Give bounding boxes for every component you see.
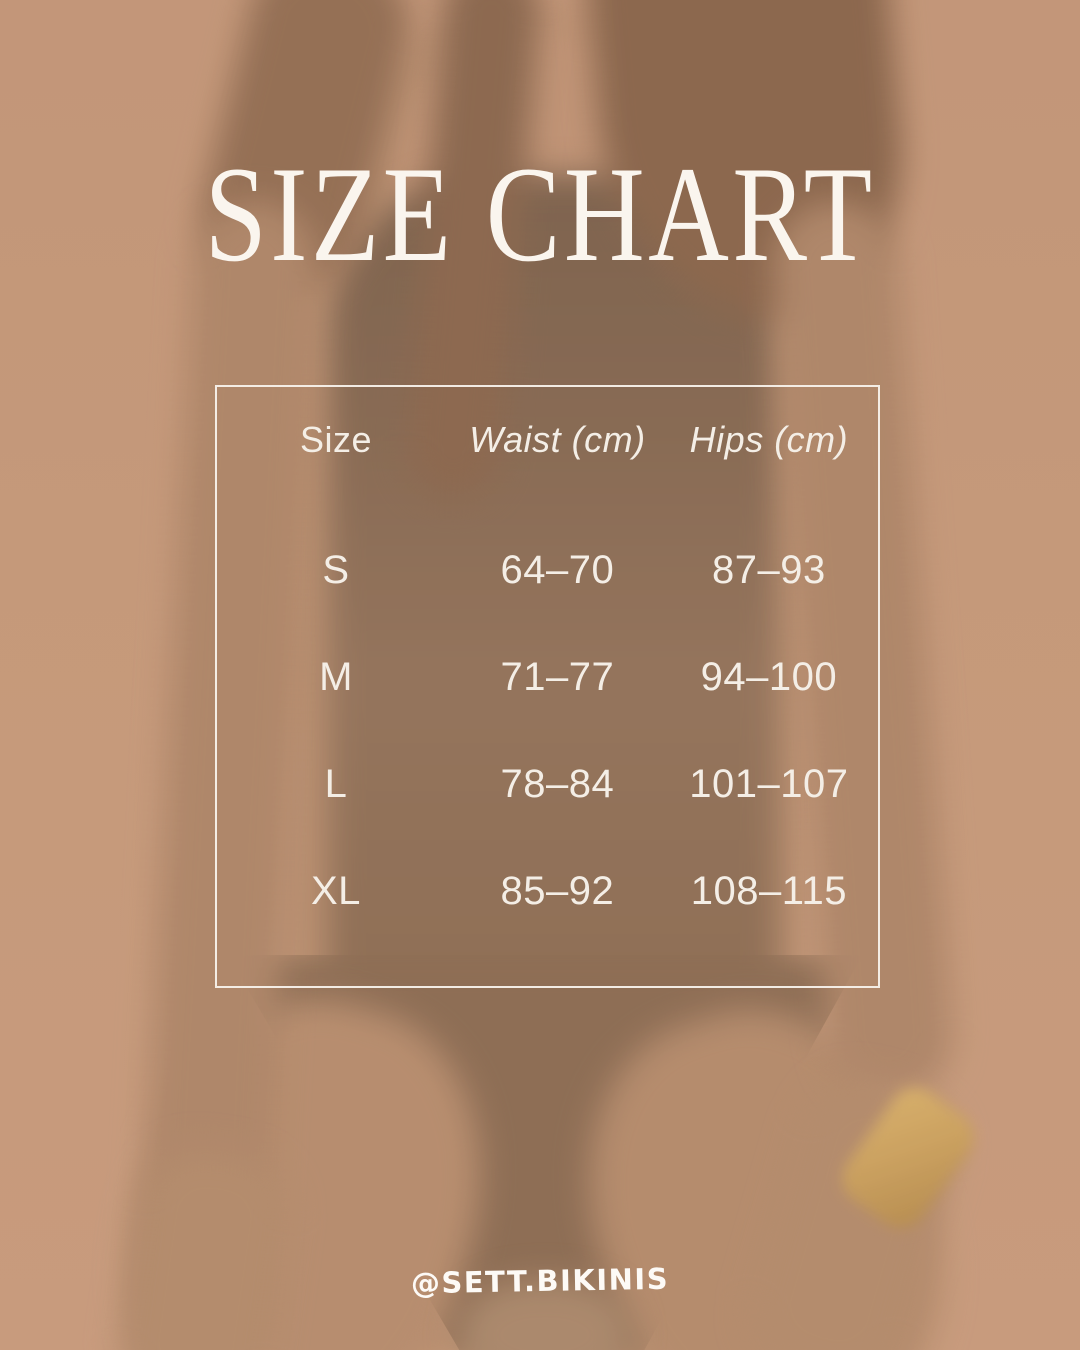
table-row-m-size: M bbox=[319, 655, 353, 699]
column-header-hips: Hips (cm) bbox=[689, 419, 849, 460]
column-header-waist: Waist (cm) bbox=[469, 419, 646, 460]
table-row-l-size: L bbox=[324, 762, 348, 806]
table-row-l-hips: 101–107 bbox=[689, 762, 849, 806]
table-row-l-waist: 78–84 bbox=[500, 762, 615, 806]
swimsuit-torso-shape bbox=[328, 175, 778, 1015]
table-row-xl-hips: 108–115 bbox=[690, 869, 848, 913]
table-row-m-hips: 94–100 bbox=[700, 655, 838, 699]
table-row-s-hips: 87–93 bbox=[712, 548, 826, 592]
table-row-s-size: S bbox=[322, 548, 350, 592]
swimsuit-bottom-shape bbox=[460, 1280, 630, 1350]
table-row-m-waist: 71–77 bbox=[500, 655, 615, 699]
table-row-xl-size: XL bbox=[311, 869, 361, 913]
page-title: SIZE CHART bbox=[204, 139, 876, 291]
column-header-size: Size bbox=[299, 419, 372, 460]
table-row-xl-waist: 85–92 bbox=[500, 869, 615, 913]
table-row-s-waist: 64–70 bbox=[500, 548, 615, 592]
size-table: Size Waist (cm) Hips (cm) S 64–70 87–93 … bbox=[215, 385, 880, 988]
